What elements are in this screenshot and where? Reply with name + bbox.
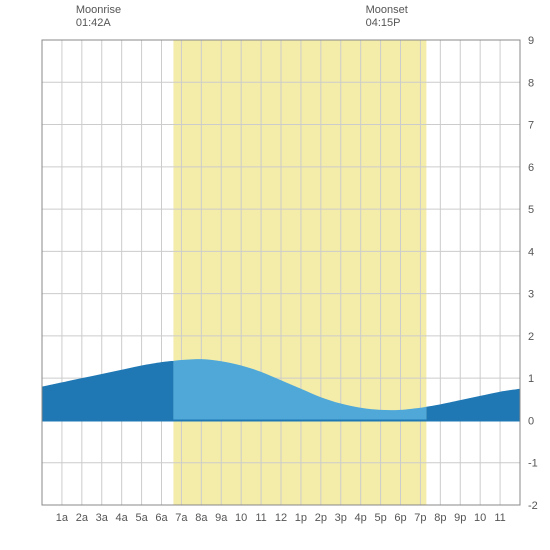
x-tick-label: 10 — [235, 512, 247, 524]
moonset-time: 04:15P — [366, 17, 408, 30]
y-tick-label: 7 — [528, 120, 534, 132]
y-tick-label: 6 — [528, 162, 534, 174]
x-tick-label: 9a — [215, 512, 228, 524]
y-tick-label: -1 — [528, 458, 538, 470]
x-tick-label: 1p — [295, 512, 307, 524]
x-tick-label: 5p — [374, 512, 386, 524]
y-tick-label: 3 — [528, 289, 534, 301]
x-tick-label: 4a — [116, 512, 129, 524]
x-tick-label: 2a — [76, 512, 89, 524]
y-tick-label: 2 — [528, 331, 534, 343]
x-tick-label: 10 — [474, 512, 486, 524]
y-tick-label: -2 — [528, 500, 538, 512]
x-tick-label: 6p — [394, 512, 406, 524]
x-tick-label: 7p — [414, 512, 426, 524]
x-tick-label: 8a — [195, 512, 208, 524]
y-tick-label: 9 — [528, 35, 534, 47]
x-tick-label: 11 — [255, 512, 266, 524]
x-tick-label: 4p — [355, 512, 367, 524]
moonrise-time: 01:42A — [76, 17, 121, 30]
x-tick-label: 1a — [56, 512, 69, 524]
x-tick-label: 5a — [135, 512, 148, 524]
moonrise-label: Moonrise 01:42A — [76, 4, 121, 30]
y-tick-label: 0 — [528, 415, 534, 427]
x-tick-label: 3p — [335, 512, 347, 524]
x-tick-label: 3a — [96, 512, 109, 524]
y-tick-label: 8 — [528, 77, 534, 89]
x-tick-label: 9p — [454, 512, 466, 524]
moonrise-title: Moonrise — [76, 4, 121, 17]
moonset-label: Moonset 04:15P — [366, 4, 408, 30]
y-tick-label: 1 — [528, 373, 534, 385]
daylight-band — [173, 40, 426, 505]
moonset-title: Moonset — [366, 4, 408, 17]
tide-chart: Moonrise 01:42A Moonset 04:15P -2-101234… — [0, 0, 550, 550]
x-tick-label: 6a — [155, 512, 168, 524]
y-tick-label: 5 — [528, 204, 534, 216]
x-tick-label: 11 — [494, 512, 505, 524]
x-tick-label: 7a — [175, 512, 188, 524]
x-tick-label: 2p — [315, 512, 327, 524]
x-tick-label: 8p — [434, 512, 446, 524]
y-tick-label: 4 — [528, 246, 534, 258]
chart-plot: -2-101234567891a2a3a4a5a6a7a8a9a1011121p… — [0, 0, 550, 550]
x-tick-label: 12 — [275, 512, 287, 524]
